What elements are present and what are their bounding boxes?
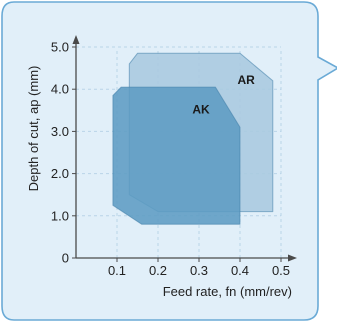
chart-labels: 0.1 0.2 0.3 0.4 0.5 0 1.0 2.0 3.0 4.0 5.0 Feed rate…: [26, 40, 292, 300]
y-tick-label-5: 5.0: [51, 40, 69, 55]
x-tick-label-1: 0.2: [149, 263, 167, 278]
region-label-ak: AK: [192, 102, 210, 116]
region-ak: [112, 86, 241, 225]
x-axis-title: Feed rate, fn (mm/rev): [163, 284, 292, 299]
x-axis-arrow: [288, 254, 297, 262]
x-tick-label-4: 0.5: [272, 263, 290, 278]
y-axis-arrow: [72, 35, 80, 44]
y-tick-label-0: 0: [62, 251, 69, 266]
chart-regions: [112, 52, 274, 225]
y-tick-label-3: 3.0: [51, 124, 69, 139]
region-label-ar: AR: [237, 73, 255, 87]
x-tick-label-0: 0.1: [108, 263, 126, 278]
x-tick-label-3: 0.4: [231, 263, 249, 278]
chart-axes: [72, 35, 297, 262]
y-axis-title: Depth of cut, ap (mm): [26, 66, 41, 192]
y-tick-label-4: 4.0: [51, 82, 69, 97]
y-tick-label-1: 1.0: [51, 208, 69, 223]
y-tick-label-2: 2.0: [51, 166, 69, 181]
x-tick-label-2: 0.3: [190, 263, 208, 278]
